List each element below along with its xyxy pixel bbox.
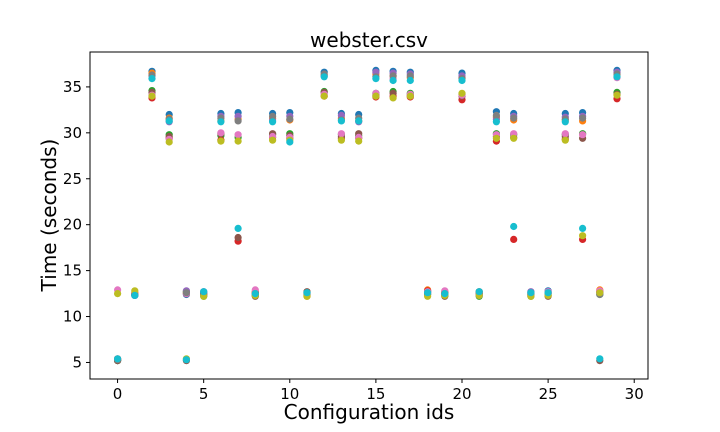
data-point [355,117,363,125]
data-point [510,235,518,243]
data-point [389,76,397,85]
data-point [372,75,380,83]
data-point [561,136,569,144]
data-point [561,130,569,138]
data-point [596,355,604,363]
data-point [337,130,345,138]
data-point [217,137,225,145]
x-tick-label: 30 [625,385,644,403]
data-point [234,137,242,145]
data-point [114,290,122,298]
x-axis-ticks: 0 5 10 15 20 25 30 [113,379,644,403]
data-point [286,138,294,146]
x-tick-label: 0 [113,385,123,403]
data-point [269,136,277,144]
data-point [182,356,190,364]
data-point [596,289,604,297]
data-point [372,92,380,100]
data-point [613,73,621,81]
data-point [510,222,518,231]
data-point [251,290,259,298]
data-point [510,134,518,142]
data-point [527,289,535,297]
data-point [131,291,139,299]
data-point [492,111,500,119]
data-point [148,75,156,83]
data-point [320,73,328,81]
x-tick-label: 15 [366,385,385,403]
data-point [579,114,587,122]
data-point [492,118,500,126]
data-point [579,224,587,232]
data-point [613,91,621,99]
x-axis-label: Configuration ids [284,400,455,424]
y-tick-label: 30 [63,124,82,142]
data-point [165,117,173,125]
y-tick-label: 20 [63,216,82,234]
y-tick-label: 5 [72,353,82,371]
data-point [424,289,432,297]
data-points [114,66,621,365]
plot-frame [89,51,649,380]
data-point [286,115,294,123]
y-tick-label: 35 [63,78,82,96]
y-axis-label: Time (seconds) [37,139,61,293]
data-point [337,117,345,125]
data-point [200,288,208,296]
data-point [337,136,345,144]
data-point [217,118,225,126]
data-point [114,355,122,363]
data-point [182,289,190,297]
data-point [234,224,242,232]
data-point [234,117,242,125]
data-point [544,289,552,297]
x-tick-label: 25 [539,385,558,403]
data-point [269,112,277,120]
data-point [234,233,242,242]
y-tick-label: 15 [63,262,82,280]
x-tick-label: 20 [452,385,471,403]
data-point [165,138,173,146]
x-tick-label: 10 [280,385,299,403]
x-tick-label: 5 [199,385,209,403]
y-tick-label: 10 [63,308,82,326]
data-point [303,289,311,297]
y-tick-label: 25 [63,170,82,188]
data-point [475,288,483,296]
data-point [269,118,277,126]
data-point [492,134,500,142]
data-point [406,76,414,85]
data-point [458,76,466,85]
data-point [355,137,363,145]
data-point [510,114,518,122]
y-axis-ticks: 5 10 15 20 25 30 35 [63,78,90,371]
data-point [148,92,156,100]
data-point [406,92,414,100]
data-point [579,131,587,139]
data-point [441,290,449,298]
data-point [320,92,328,100]
data-point [458,89,466,97]
data-point [579,232,587,240]
data-point [561,118,569,126]
data-point [217,129,225,137]
data-point [389,94,397,102]
chart-title: webster.csv [310,28,428,52]
data-point [234,131,242,139]
